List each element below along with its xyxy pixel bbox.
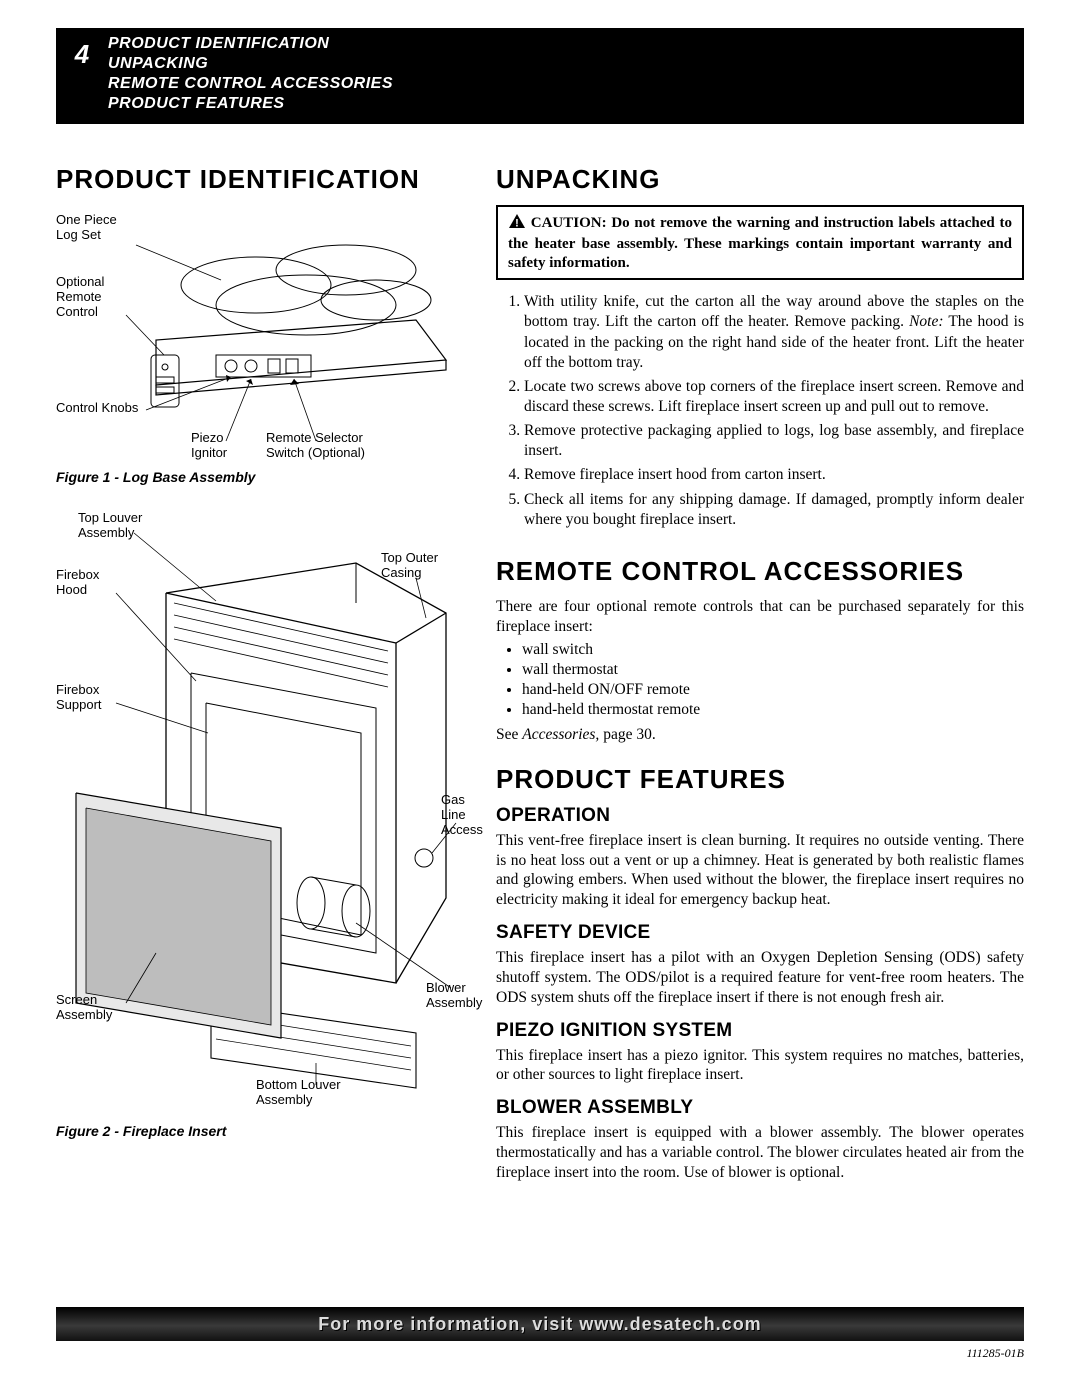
heading-unpacking: UNPACKING bbox=[496, 164, 1024, 195]
blower-body: This fireplace insert is equipped with a… bbox=[496, 1123, 1024, 1182]
topic-2: UNPACKING bbox=[108, 54, 393, 74]
footer-bar: For more information, visit www.desatech… bbox=[56, 1307, 1024, 1341]
step-4: Remove fireplace insert hood from carton… bbox=[524, 465, 1024, 485]
topic-1: PRODUCT IDENTIFICATION bbox=[108, 34, 393, 54]
step-5: Check all items for any shipping damage.… bbox=[524, 490, 1024, 530]
warning-icon: ! bbox=[508, 213, 526, 235]
label-top-outer: Top Outer Casing bbox=[381, 551, 438, 581]
svg-text:!: ! bbox=[515, 218, 519, 230]
remote-intro: There are four optional remote controls … bbox=[496, 597, 1024, 637]
page-number: 4 bbox=[56, 34, 108, 76]
label-log-set: One Piece Log Set bbox=[56, 213, 117, 243]
caution-text: CAUTION: Do not remove the warning and i… bbox=[508, 215, 1012, 271]
remote-item-2: wall thermostat bbox=[522, 660, 1024, 680]
caution-box: ! CAUTION: Do not remove the warning and… bbox=[496, 205, 1024, 280]
header-topics: PRODUCT IDENTIFICATION UNPACKING REMOTE … bbox=[108, 34, 393, 114]
label-remote: Optional Remote Control bbox=[56, 275, 104, 320]
figure-1-caption: Figure 1 - Log Base Assembly bbox=[56, 469, 476, 485]
see-accessories: See Accessories, page 30. bbox=[496, 726, 1024, 744]
label-top-louver: Top Louver Assembly bbox=[78, 511, 142, 541]
subhead-blower: BLOWER ASSEMBLY bbox=[496, 1097, 1024, 1119]
figure-2-caption: Figure 2 - Fireplace Insert bbox=[56, 1123, 476, 1139]
remote-list: wall switch wall thermostat hand-held ON… bbox=[496, 640, 1024, 719]
left-column: PRODUCT IDENTIFICATION bbox=[56, 164, 476, 1187]
log-base-diagram-svg bbox=[56, 205, 476, 465]
label-firebox-hood: Firebox Hood bbox=[56, 568, 99, 598]
topic-3: REMOTE CONTROL ACCESSORIES bbox=[108, 74, 393, 94]
label-firebox-support: Firebox Support bbox=[56, 683, 102, 713]
label-knobs: Control Knobs bbox=[56, 401, 138, 416]
operation-body: This vent-free fireplace insert is clean… bbox=[496, 831, 1024, 910]
safety-body: This fireplace insert has a pilot with a… bbox=[496, 948, 1024, 1007]
remote-item-4: hand-held thermostat remote bbox=[522, 700, 1024, 720]
piezo-body: This fireplace insert has a piezo ignito… bbox=[496, 1046, 1024, 1086]
subhead-operation: OPERATION bbox=[496, 805, 1024, 827]
figure-2: Top Louver Assembly Firebox Hood Firebox… bbox=[56, 503, 476, 1123]
step-1: With utility knife, cut the carton all t… bbox=[524, 292, 1024, 373]
label-selector: Remote Selector Switch (Optional) bbox=[266, 431, 365, 461]
remote-item-3: hand-held ON/OFF remote bbox=[522, 680, 1024, 700]
step-3: Remove protective packaging applied to l… bbox=[524, 421, 1024, 461]
figure-1: One Piece Log Set Optional Remote Contro… bbox=[56, 205, 476, 465]
document-id: 111285-01B bbox=[966, 1346, 1024, 1361]
heading-product-features: PRODUCT FEATURES bbox=[496, 764, 1024, 795]
remote-item-1: wall switch bbox=[522, 640, 1024, 660]
heading-remote-accessories: REMOTE CONTROL ACCESSORIES bbox=[496, 556, 1024, 587]
label-gas-line: Gas Line Access bbox=[441, 793, 483, 838]
label-screen: Screen Assembly bbox=[56, 993, 112, 1023]
label-bottom-louver: Bottom Louver Assembly bbox=[256, 1078, 341, 1108]
subhead-safety: SAFETY DEVICE bbox=[496, 922, 1024, 944]
label-piezo: Piezo Ignitor bbox=[191, 431, 227, 461]
step-2: Locate two screws above top corners of t… bbox=[524, 377, 1024, 417]
subhead-piezo: PIEZO IGNITION SYSTEM bbox=[496, 1020, 1024, 1042]
label-blower: Blower Assembly bbox=[426, 981, 482, 1011]
fireplace-insert-diagram-svg bbox=[56, 503, 476, 1103]
header-bar: 4 PRODUCT IDENTIFICATION UNPACKING REMOT… bbox=[56, 28, 1024, 124]
topic-4: PRODUCT FEATURES bbox=[108, 94, 393, 114]
unpacking-steps: With utility knife, cut the carton all t… bbox=[496, 292, 1024, 530]
heading-product-identification: PRODUCT IDENTIFICATION bbox=[56, 164, 476, 195]
right-column: UNPACKING ! CAUTION: Do not remove the w… bbox=[496, 164, 1024, 1187]
footer-text: For more information, visit www.desatech… bbox=[318, 1314, 761, 1335]
